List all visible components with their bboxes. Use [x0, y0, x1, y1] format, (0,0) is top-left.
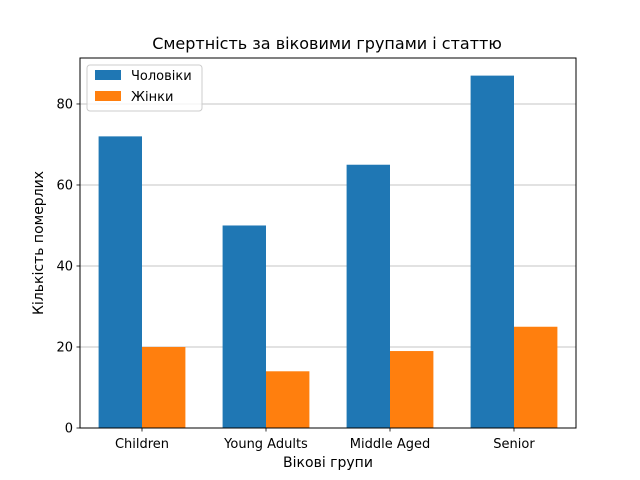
- bar-women-3: [514, 326, 558, 428]
- bar-women-0: [142, 346, 186, 428]
- x-tick-label: Young Adults: [223, 437, 308, 452]
- bar-women-2: [390, 351, 434, 428]
- bar-men-1: [222, 225, 266, 428]
- y-tick-label: 80: [56, 97, 73, 112]
- y-tick-label: 60: [56, 178, 73, 193]
- x-tick-label: Middle Aged: [350, 437, 430, 452]
- x-tick-label: Children: [115, 437, 169, 452]
- legend-label: Чоловіки: [131, 69, 192, 84]
- legend: Чоловіки Жінки: [86, 64, 203, 112]
- legend-swatch: [95, 91, 121, 101]
- bar-women-1: [266, 371, 310, 428]
- y-tick-label: 40: [56, 259, 73, 274]
- y-tick-label: 0: [65, 422, 73, 437]
- x-axis: Children Young Adults Middle Aged Senior: [115, 428, 535, 452]
- x-tick-label: Senior: [493, 437, 535, 452]
- bar-men-0: [98, 136, 142, 428]
- y-axis-label: Кількість померлих: [31, 171, 47, 315]
- bar-men-3: [470, 75, 514, 428]
- chart-title: Смертність за віковими групами і статтю: [152, 34, 502, 53]
- y-tick-label: 20: [56, 340, 73, 355]
- y-axis: 0 20 40 60 80: [56, 97, 80, 437]
- bar-men-2: [346, 164, 390, 428]
- x-axis-label: Вікові групи: [283, 455, 373, 471]
- legend-label: Жінки: [131, 90, 173, 105]
- legend-swatch: [95, 70, 121, 80]
- plot-frame: [79, 57, 577, 429]
- bars: [98, 75, 558, 428]
